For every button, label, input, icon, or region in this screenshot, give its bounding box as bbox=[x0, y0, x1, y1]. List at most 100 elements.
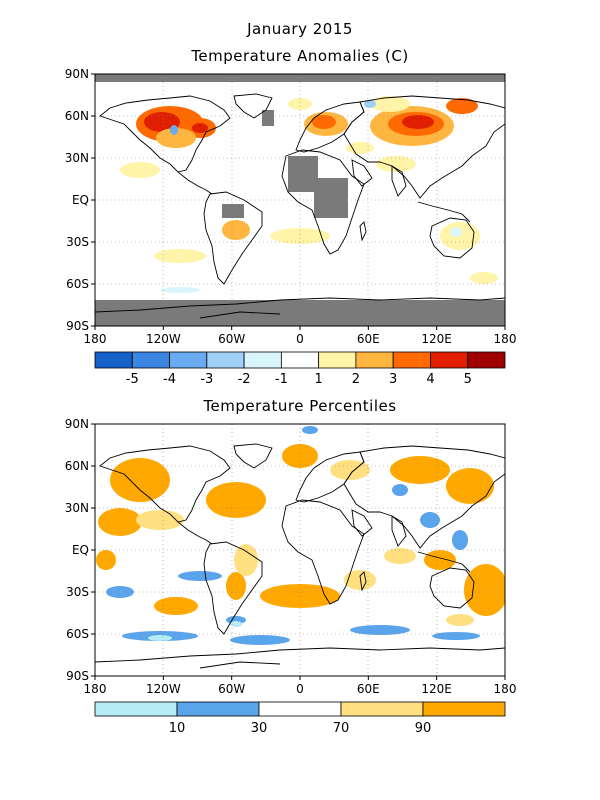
percentile-colorbar: 10 30 70 90 bbox=[94, 701, 506, 736]
grid-lines bbox=[95, 424, 505, 676]
lon-tick-label: 180 bbox=[494, 682, 517, 696]
anomaly-region bbox=[370, 96, 410, 112]
lat-tick-label: 60N bbox=[65, 109, 89, 123]
lat-tick-label: EQ bbox=[72, 193, 89, 207]
anomaly-region bbox=[262, 110, 274, 126]
anomaly-colorbar: -5 -4 -3 -2 -1 1 2 3 4 5 bbox=[94, 351, 506, 387]
anomaly-region bbox=[288, 156, 318, 192]
lat-tick-label: 30S bbox=[66, 585, 89, 599]
colorbar-label: -3 bbox=[200, 372, 213, 387]
anomaly-region bbox=[288, 98, 312, 110]
colorbar-label: 30 bbox=[251, 721, 268, 736]
colorbar-label: -1 bbox=[275, 372, 288, 387]
colorbar-swatch bbox=[206, 351, 245, 369]
anomaly-region bbox=[314, 178, 348, 218]
percentile-region bbox=[148, 635, 172, 641]
colorbar-swatch bbox=[355, 351, 394, 369]
anomaly-region bbox=[402, 115, 434, 129]
lon-tick-label: 60W bbox=[218, 332, 245, 346]
colorbar-swatch bbox=[131, 351, 170, 369]
lat-tick-label: 60S bbox=[66, 277, 89, 291]
percentile-region bbox=[432, 632, 480, 640]
lon-tick-label: 120W bbox=[146, 682, 181, 696]
colorbar-label: 3 bbox=[389, 372, 397, 387]
percentile-region bbox=[110, 458, 170, 502]
anomaly-region bbox=[364, 100, 376, 108]
colorbar-label: -2 bbox=[238, 372, 251, 387]
lat-tick-label: 90S bbox=[66, 319, 89, 333]
colorbar-label: 2 bbox=[352, 372, 360, 387]
colorbar-swatch bbox=[176, 701, 260, 717]
anomaly-region bbox=[470, 272, 498, 284]
anomaly-region bbox=[222, 220, 250, 240]
colorbar-swatch bbox=[430, 351, 469, 369]
percentile-region bbox=[446, 614, 474, 626]
percentile-region bbox=[302, 426, 318, 434]
percentile-region bbox=[230, 621, 242, 627]
anomaly-region bbox=[446, 98, 478, 114]
colorbar-swatch bbox=[280, 351, 320, 369]
anomaly-region bbox=[312, 115, 336, 129]
percentile-region bbox=[226, 572, 246, 600]
colorbar-swatch bbox=[243, 351, 282, 369]
percentile-region bbox=[390, 456, 450, 484]
lon-tick-label: 180 bbox=[494, 332, 517, 346]
colorbar-swatch bbox=[340, 701, 424, 717]
figure-title: January 2015 bbox=[247, 20, 353, 38]
colorbar-label: 90 bbox=[415, 721, 432, 736]
anomaly-region bbox=[270, 228, 330, 244]
colorbar-swatch bbox=[169, 351, 208, 369]
colorbar-swatch bbox=[94, 351, 133, 369]
percentile-region bbox=[330, 460, 370, 480]
percentile-region bbox=[392, 484, 408, 496]
anomaly-region bbox=[120, 162, 160, 178]
percentile-region bbox=[230, 635, 290, 645]
anomaly-region bbox=[160, 287, 200, 293]
percentile-region bbox=[154, 597, 198, 615]
colorbar-label: 5 bbox=[464, 372, 472, 387]
lon-tick-label: 120W bbox=[146, 332, 181, 346]
colorbar-swatch bbox=[258, 701, 342, 717]
lon-tick-label: 0 bbox=[296, 332, 304, 346]
percentile-region bbox=[96, 550, 116, 570]
lat-tick-label: 30S bbox=[66, 235, 89, 249]
percentile-region bbox=[344, 570, 376, 590]
anomaly-region bbox=[154, 249, 206, 263]
colorbar-label: 70 bbox=[333, 721, 350, 736]
percentile-region bbox=[98, 508, 142, 536]
lon-tick-label: 60E bbox=[357, 682, 380, 696]
panel2-title: Temperature Percentiles bbox=[203, 397, 397, 415]
lon-tick-label: 0 bbox=[296, 682, 304, 696]
lon-tick-label: 120E bbox=[421, 332, 452, 346]
percentile-region bbox=[446, 468, 494, 504]
colorbar-label: 1 bbox=[314, 372, 322, 387]
colorbar-label: 10 bbox=[169, 721, 186, 736]
lat-tick-label: 60N bbox=[65, 459, 89, 473]
anomaly-region bbox=[95, 300, 505, 326]
grid-lines bbox=[95, 74, 505, 326]
lat-tick-label: 30N bbox=[65, 151, 89, 165]
colorbar-label: -4 bbox=[163, 372, 176, 387]
lat-tick-label: 30N bbox=[65, 501, 89, 515]
colorbar-swatch bbox=[94, 701, 178, 717]
lon-tick-label: 180 bbox=[84, 332, 107, 346]
panel1-title: Temperature Anomalies (C) bbox=[191, 47, 409, 65]
percentile-region bbox=[420, 512, 440, 528]
lat-tick-label: 90S bbox=[66, 669, 89, 683]
percentile-region bbox=[234, 544, 258, 576]
lat-tick-label: 90N bbox=[65, 417, 89, 431]
percentile-region bbox=[350, 625, 410, 635]
colorbar-swatch bbox=[422, 701, 506, 717]
percentile-region bbox=[464, 564, 505, 616]
colorbar-swatch bbox=[467, 351, 506, 369]
lon-tick-label: 60E bbox=[357, 332, 380, 346]
colorbar-label: 4 bbox=[426, 372, 434, 387]
colorbar-swatch bbox=[392, 351, 431, 369]
anomaly-region bbox=[222, 204, 244, 218]
anomaly-region bbox=[440, 222, 480, 250]
percentile-region bbox=[206, 482, 266, 518]
